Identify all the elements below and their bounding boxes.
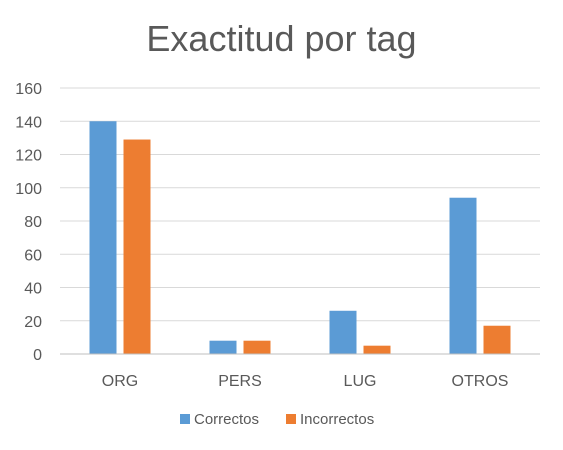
legend-label: Correctos xyxy=(194,411,259,428)
bar-incorrectos-lug xyxy=(363,345,391,354)
y-tick-label: 160 xyxy=(15,81,42,98)
legend-swatch xyxy=(180,414,190,424)
x-tick-label: ORG xyxy=(102,373,138,390)
y-axis-tick-labels: 0 20 40 60 80 100 120 140 160 xyxy=(15,81,42,364)
y-tick-label: 40 xyxy=(24,281,42,298)
y-tick-label: 60 xyxy=(24,247,42,264)
x-axis-tick-labels: ORG PERS LUG OTROS xyxy=(102,373,509,390)
bar-correctos-org xyxy=(89,121,117,354)
y-tick-label: 100 xyxy=(15,181,42,198)
legend-swatch xyxy=(286,414,296,424)
y-tick-label: 0 xyxy=(33,347,42,364)
bar-incorrectos-pers xyxy=(243,340,271,354)
y-tick-label: 140 xyxy=(15,114,42,131)
bar-incorrectos-org xyxy=(123,139,151,354)
y-tick-label: 80 xyxy=(24,214,42,231)
x-tick-label: OTROS xyxy=(452,373,509,390)
x-tick-label: PERS xyxy=(218,373,262,390)
legend-item-incorrectos: Incorrectos xyxy=(286,411,374,428)
y-tick-label: 20 xyxy=(24,314,42,331)
chart-title: Exactitud por tag xyxy=(146,18,417,59)
y-tick-label: 120 xyxy=(15,148,42,165)
bars xyxy=(89,121,511,354)
bar-correctos-lug xyxy=(329,310,357,354)
legend-item-correctos: Correctos xyxy=(180,411,259,428)
legend: Correctos Incorrectos xyxy=(180,411,374,428)
bar-correctos-otros xyxy=(449,197,477,354)
x-tick-label: LUG xyxy=(344,373,377,390)
bar-correctos-pers xyxy=(209,340,237,354)
bar-incorrectos-otros xyxy=(483,325,511,354)
legend-label: Incorrectos xyxy=(300,411,374,428)
